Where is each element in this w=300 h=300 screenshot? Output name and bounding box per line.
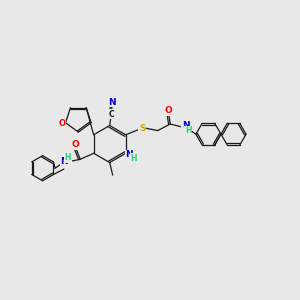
Text: N: N <box>182 121 190 130</box>
Text: N: N <box>60 157 68 166</box>
Text: N: N <box>125 150 133 159</box>
Text: O: O <box>58 119 65 128</box>
Text: C: C <box>108 110 114 119</box>
Text: N: N <box>108 98 116 107</box>
Text: S: S <box>139 124 146 133</box>
Text: H: H <box>185 126 191 135</box>
Text: H: H <box>130 154 137 163</box>
Text: O: O <box>165 106 172 115</box>
Text: H: H <box>65 153 71 162</box>
Text: O: O <box>72 140 80 149</box>
